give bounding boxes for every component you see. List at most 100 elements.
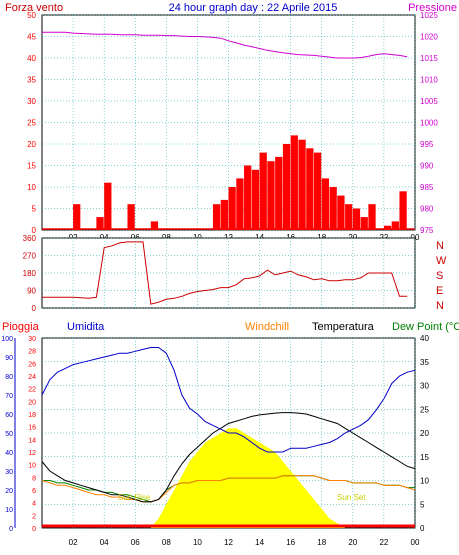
rain-tick-label: 4 xyxy=(32,501,36,508)
direction-tick-label: 90 xyxy=(27,287,36,296)
wind-bar xyxy=(244,165,252,230)
wind-tick-label: 25 xyxy=(27,119,36,128)
pressure-tick-label: 1015 xyxy=(420,54,438,63)
wind-tick-label: 20 xyxy=(27,140,36,149)
wind-bar xyxy=(212,204,221,230)
climate-time-ticks: 02 04 06 08 10 12 14 16 18 20 22 00 xyxy=(69,538,420,547)
humidity-tick-label: 30 xyxy=(5,469,13,476)
rain-tick-label: 6 xyxy=(32,488,36,495)
temperature-tick-label: 20 xyxy=(420,429,429,438)
windchill-label: Windchill xyxy=(245,321,289,333)
humidity-tick-label: 50 xyxy=(5,431,13,438)
rain-tick-label: 20 xyxy=(28,399,36,406)
time-tick-label: 14 xyxy=(255,538,264,547)
humidity-tick-label: 100 xyxy=(1,336,13,343)
wind-bar xyxy=(282,144,291,230)
wind-bar xyxy=(352,208,361,230)
wind-bar xyxy=(368,204,376,230)
rain-tick-label: 22 xyxy=(28,387,36,394)
compass-label: E xyxy=(436,285,443,297)
pressure-tick-label: 1020 xyxy=(420,33,438,42)
wind-bar xyxy=(220,199,228,230)
direction-line xyxy=(42,241,408,305)
dewpoint-label: Dew Point (°C xyxy=(392,321,459,333)
wind-tick-label: 45 xyxy=(27,33,36,42)
humidity-line xyxy=(41,347,416,453)
temperature-tick-label: 5 xyxy=(420,500,425,509)
windchill-line xyxy=(41,475,416,503)
humidity-tick-label: 10 xyxy=(5,507,13,514)
wind-tick-label: 5 xyxy=(32,205,37,214)
pressure-tick-label: 1000 xyxy=(420,119,438,128)
wind-bar xyxy=(313,152,322,230)
wind-bar xyxy=(391,221,399,230)
humidity-tick-label: 90 xyxy=(5,355,13,362)
wind-tick-label: 50 xyxy=(27,11,36,20)
wind-tick-label: 10 xyxy=(27,183,36,192)
time-tick-label: 22 xyxy=(379,538,388,547)
direction-tick-label: 360 xyxy=(23,234,37,243)
wind-bar xyxy=(306,148,314,230)
temperature-tick-label: 30 xyxy=(420,382,429,391)
temperature-tick-label: 10 xyxy=(420,477,429,486)
wind-tick-label: 15 xyxy=(27,162,36,171)
rain-tick-label: 26 xyxy=(28,361,36,368)
compass-label: S xyxy=(436,270,443,282)
pressure-tick-label: 985 xyxy=(420,183,434,192)
wind-bar xyxy=(399,191,407,230)
rain-tick-label: 30 xyxy=(28,336,36,343)
pressure-tick-label: 980 xyxy=(420,205,434,214)
wind-bar xyxy=(290,135,298,230)
direction-panel-grid xyxy=(42,237,416,309)
time-tick-label: 16 xyxy=(286,538,295,547)
humidity-tick-label: 20 xyxy=(5,488,13,495)
direction-tick-label: 0 xyxy=(32,304,37,313)
wind-tick-label: 40 xyxy=(27,54,36,63)
wind-bar xyxy=(150,221,159,230)
time-tick-label: 02 xyxy=(69,538,78,547)
time-tick-label: 04 xyxy=(100,538,109,547)
humidity-tick-label: 40 xyxy=(5,450,13,457)
temperature-label: Temperatura xyxy=(312,321,375,333)
temperature-tick-label: 40 xyxy=(420,334,429,343)
rain-tick-label: 0 xyxy=(32,526,36,533)
pressure-axis-ticks: 975 980 985 990 995 1000 1005 1010 1015 1020 1025 xyxy=(420,11,438,235)
temperature-axis-ticks: 0 5 10 15 20 25 30 35 40 xyxy=(420,334,429,533)
rain-label: Pioggia xyxy=(2,321,40,333)
temperature-line xyxy=(41,412,416,503)
time-tick-label: 08 xyxy=(162,538,171,547)
rain-tick-label: 10 xyxy=(28,463,36,470)
wind-bar xyxy=(127,204,135,230)
wind-bar xyxy=(228,187,236,230)
wind-bar xyxy=(337,195,345,230)
wind-label: Forza vento xyxy=(5,2,63,14)
humidity-axis-ticks: 0 10 20 30 40 50 60 70 80 90 100 xyxy=(1,336,16,533)
pressure-tick-label: 990 xyxy=(420,162,434,171)
wind-tick-label: 0 xyxy=(32,226,37,235)
sunrise-annotation: Sun Rise xyxy=(118,493,151,502)
compass-label: N xyxy=(436,240,444,252)
wind-bar xyxy=(360,217,368,230)
wind-bar xyxy=(259,152,267,230)
wind-bar xyxy=(104,182,112,230)
pressure-tick-label: 1010 xyxy=(420,76,438,85)
sunset-annotation: Sun Set xyxy=(337,493,366,502)
wind-bar xyxy=(236,178,244,230)
humidity-label: Umidita xyxy=(67,321,105,333)
temperature-tick-label: 25 xyxy=(420,405,429,414)
wind-tick-label: 30 xyxy=(27,97,36,106)
wind-bar xyxy=(251,169,260,230)
wind-axis-ticks: 0 5 10 15 20 25 30 35 40 45 50 xyxy=(27,11,36,235)
time-tick-label: 06 xyxy=(131,538,140,547)
rain-tick-label: 28 xyxy=(28,349,36,356)
rain-tick-label: 14 xyxy=(28,437,36,444)
rain-tick-label: 24 xyxy=(28,374,36,381)
compass-label: W xyxy=(436,255,447,267)
temperature-tick-label: 0 xyxy=(420,524,425,533)
wind-tick-label: 35 xyxy=(27,76,36,85)
wind-bar xyxy=(383,225,392,230)
pressure-label: Pressione xyxy=(408,2,457,14)
direction-tick-label: 180 xyxy=(23,269,37,278)
